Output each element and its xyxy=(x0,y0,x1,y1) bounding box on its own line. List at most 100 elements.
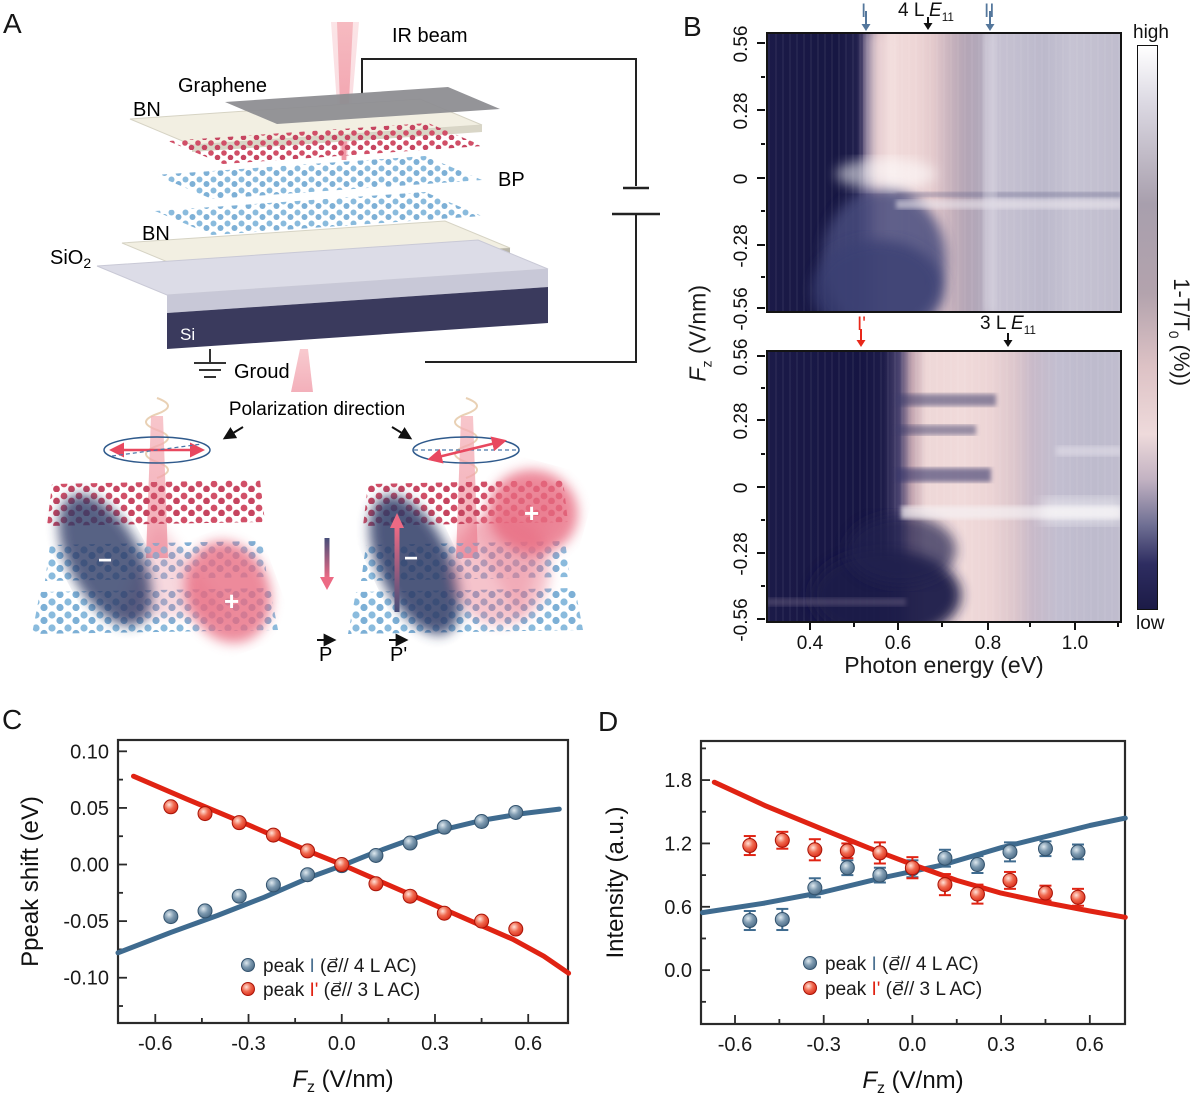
data-point xyxy=(872,845,888,861)
data-point xyxy=(163,799,179,815)
si-slab xyxy=(167,287,548,349)
data-point xyxy=(265,827,281,843)
dark-protrusion3 xyxy=(896,468,991,482)
data-point xyxy=(508,921,524,937)
p-prime-vector-label: P' xyxy=(389,633,409,666)
circuit-wire xyxy=(361,58,660,363)
legend-label: peak I (e⃗// 4 L AC) xyxy=(825,954,979,975)
svg-text:P: P xyxy=(319,644,332,666)
data-point xyxy=(231,815,247,831)
svg-text:0.6: 0.6 xyxy=(514,1033,542,1055)
bright-rim xyxy=(836,158,936,190)
e11-4l-arrow-icon xyxy=(923,17,933,30)
e11-4l-annotation: 4 L E11 xyxy=(898,0,954,24)
tick-mark xyxy=(757,355,765,357)
ellipse-dash-left-icon xyxy=(111,443,203,457)
panel-b-x-axis-label: Photon energy (eV) xyxy=(844,652,1044,678)
data-point xyxy=(508,804,524,820)
tick-minor xyxy=(761,76,765,78)
transmitted-beam-icon xyxy=(291,349,313,392)
light-streak2 xyxy=(1056,446,1122,456)
data-point xyxy=(1002,844,1018,860)
e11-3l-annotation: 3 L E11 xyxy=(980,313,1036,337)
panel-c-chart: -0.6 -0.3 0.0 0.3 0.6 0.10 0.05 0.00 -0.05 -0.10 P… xyxy=(17,738,572,1096)
polarization-left: − + xyxy=(32,397,278,643)
svg-text:1.2: 1.2 xyxy=(664,833,692,855)
data-point xyxy=(937,850,953,866)
tick-mark xyxy=(757,419,765,421)
data-point xyxy=(402,888,418,904)
series-0 xyxy=(115,804,562,956)
data-point xyxy=(937,877,953,893)
tick-minor xyxy=(761,143,765,145)
data-point xyxy=(300,843,316,859)
polarization-axis-right-icon xyxy=(427,436,507,464)
data-point xyxy=(197,903,213,919)
tick-minor xyxy=(761,276,765,278)
data-point xyxy=(163,909,179,925)
data-point xyxy=(1070,844,1086,860)
svg-text:-0.6: -0.6 xyxy=(138,1033,172,1055)
light-streak xyxy=(896,200,1122,209)
tick-minor xyxy=(761,519,765,521)
b-ytick: 0.56 xyxy=(731,338,752,376)
p-vector-label: P xyxy=(317,633,337,666)
tick-mark xyxy=(809,623,811,630)
peak-i-prime-annotation: I' xyxy=(857,314,866,335)
sio2-label: SiO2 xyxy=(50,247,91,271)
x-axis-label: Fz (V/nm) xyxy=(862,1067,963,1097)
data-point xyxy=(1037,841,1053,857)
b-ytick: 0 xyxy=(731,482,752,494)
map-frame xyxy=(766,32,1122,313)
axis-tick-labels: -0.6 -0.3 0.0 0.3 0.6 0.10 0.05 0.00 -0.05 -0.10 xyxy=(63,741,542,1055)
b-ytick: 0 xyxy=(731,173,752,185)
tick-mark xyxy=(757,618,765,620)
legend-marker xyxy=(803,956,817,970)
svg-text:0.10: 0.10 xyxy=(70,741,109,763)
light-band-ii xyxy=(984,32,996,313)
data-point xyxy=(872,867,888,883)
panel-b-letter: B xyxy=(683,11,702,42)
polarization-ellipse-left-icon xyxy=(103,436,211,464)
ir-beam-label: IR beam xyxy=(392,25,468,47)
error-bars xyxy=(743,840,1084,932)
tick-minor xyxy=(1029,623,1031,627)
tick-minor xyxy=(761,210,765,212)
pointer-arrow-left-icon xyxy=(222,426,244,440)
ground-icon xyxy=(194,349,226,378)
peak-i-prime-arrow-icon xyxy=(856,329,866,347)
data-point xyxy=(197,806,213,822)
panel-a-schematic: IR beam Graphene BN BP BN SiO2 Si Groud … xyxy=(32,22,660,666)
data-point xyxy=(300,867,316,883)
polarization-right: − + xyxy=(348,397,583,635)
heatmap-3l xyxy=(766,350,1122,623)
tick-minor xyxy=(941,623,943,627)
legend-label: peak I (e⃗// 4 L AC) xyxy=(263,956,417,977)
data-point xyxy=(969,857,985,873)
data-point xyxy=(742,913,758,929)
bn-bottom-label: BN xyxy=(142,223,170,245)
legend-label: peak I' (e⃗// 3 L AC) xyxy=(263,980,420,1001)
colorbar-high-label: high xyxy=(1133,22,1169,43)
polarization-vector-down-icon xyxy=(320,538,334,590)
b-ytick: 0.56 xyxy=(731,25,752,63)
graphene-sheet xyxy=(225,87,500,124)
tick-mark xyxy=(757,552,765,554)
plus-sign-left: + xyxy=(224,586,239,616)
bright-streak-right xyxy=(1041,498,1122,524)
svg-text:0.6: 0.6 xyxy=(1076,1034,1104,1056)
svg-text:0.6: 0.6 xyxy=(664,897,692,919)
legend-marker xyxy=(241,958,255,972)
legend-marker xyxy=(803,981,817,995)
bp-layer-1 xyxy=(155,156,482,199)
data-point xyxy=(1037,885,1053,901)
legend-marker xyxy=(241,982,255,996)
b-xtick: 0.8 xyxy=(974,633,1002,654)
panel-d-letter: D xyxy=(598,706,619,737)
data-point xyxy=(807,880,823,896)
series-1 xyxy=(711,779,1128,920)
dark-streak xyxy=(896,192,1122,197)
colorbar-low-label: low xyxy=(1136,613,1165,634)
map-frame xyxy=(766,350,1122,623)
